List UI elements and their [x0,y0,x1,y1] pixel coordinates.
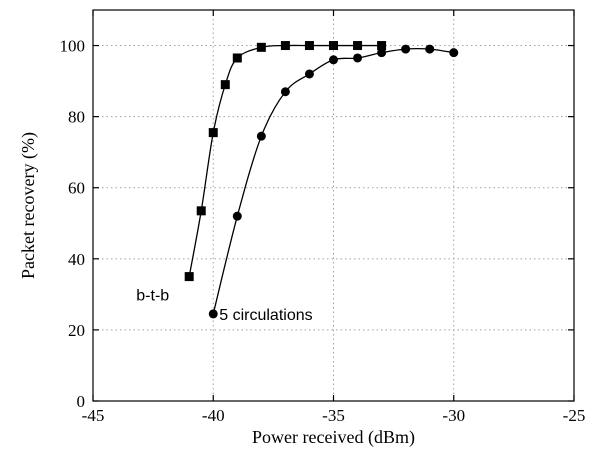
series-layer [184,41,459,319]
annotation-5-circulations: 5 circulations [219,307,312,324]
series-line-0 [188,44,382,277]
x-tick-label: -35 [322,406,345,425]
data-point-square [280,41,290,51]
y-tick-label: 20 [68,321,85,340]
y-tick-label: 40 [68,250,85,269]
grid-lines [93,10,574,401]
data-point-circle [304,69,314,79]
y-tick-label: 100 [60,37,86,56]
series-annotations: b-t-b 5 circulations [136,288,312,324]
data-point-circle [401,44,411,54]
data-point-square [329,41,338,51]
data-point-square [184,272,194,282]
y-tick-label: 60 [68,179,85,198]
data-point-circle [377,48,387,58]
axis-ticks: -45 -40 -35 -30 -25 0 20 40 60 80 100 [60,10,586,425]
data-point-circle [256,131,266,141]
data-point-circle [353,53,363,63]
data-point-circle [449,48,459,58]
data-point-circle [232,211,242,221]
data-point-square [353,41,363,51]
data-point-square [220,80,230,90]
x-tick-label: -30 [442,406,465,425]
y-tick-label: 80 [68,108,85,127]
x-tick-label: -25 [563,406,586,425]
data-point-circle [280,87,290,97]
y-tick-label: 0 [77,392,86,411]
data-point-square [256,42,266,52]
x-tick-label: -45 [82,406,105,425]
x-axis-label: Power received (dBm) [252,427,415,448]
data-point-circle [208,309,218,319]
data-point-circle [329,55,338,65]
annotation-b-t-b: b-t-b [136,288,169,305]
y-axis-label: Packet recovery (%) [18,132,39,279]
series-0 [184,41,387,282]
series-line-1 [212,48,454,315]
data-point-square [377,41,387,51]
series-1 [208,44,459,319]
x-tick-label: -40 [202,406,225,425]
data-point-square [304,41,314,51]
data-point-square [232,53,242,63]
data-point-square [208,128,218,138]
data-point-square [196,206,206,216]
data-point-circle [425,44,435,54]
